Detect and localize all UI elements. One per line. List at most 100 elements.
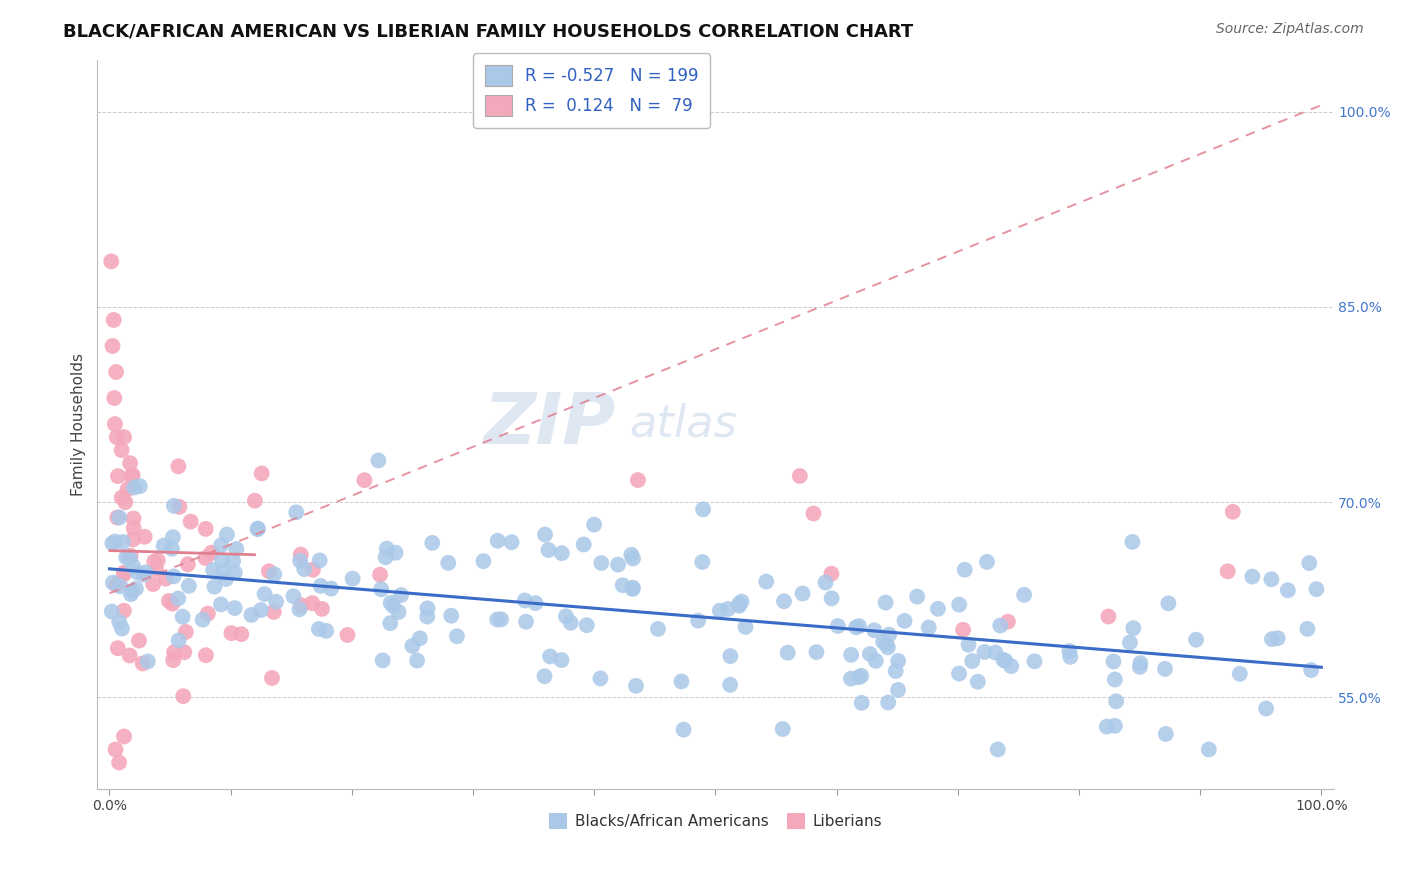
- Point: [120, 456, 142, 470]
- Point: [967, 674, 990, 689]
- Point: [957, 638, 980, 652]
- Point: [772, 722, 794, 736]
- Point: [120, 587, 142, 601]
- Point: [336, 628, 359, 642]
- Point: [110, 579, 132, 593]
- Point: [222, 554, 245, 568]
- Point: [538, 649, 561, 664]
- Point: [718, 649, 741, 664]
- Point: [121, 583, 143, 598]
- Point: [489, 612, 512, 626]
- Point: [200, 546, 222, 560]
- Point: [342, 572, 364, 586]
- Point: [709, 604, 731, 618]
- Point: [104, 742, 127, 756]
- Point: [105, 430, 128, 444]
- Point: [246, 522, 269, 536]
- Point: [486, 613, 509, 627]
- Point: [162, 597, 184, 611]
- Point: [550, 653, 572, 667]
- Point: [288, 602, 311, 616]
- Point: [524, 596, 547, 610]
- Point: [863, 624, 886, 638]
- Point: [225, 542, 247, 557]
- Point: [1000, 659, 1022, 673]
- Point: [120, 549, 142, 563]
- Point: [382, 599, 405, 613]
- Point: [122, 480, 145, 494]
- Point: [202, 563, 225, 577]
- Point: [370, 582, 392, 597]
- Point: [848, 670, 870, 684]
- Point: [728, 599, 751, 613]
- Point: [1222, 505, 1244, 519]
- Point: [988, 618, 1011, 632]
- Point: [263, 567, 285, 582]
- Point: [290, 599, 312, 613]
- Point: [718, 678, 741, 692]
- Point: [671, 674, 693, 689]
- Point: [315, 624, 337, 638]
- Point: [446, 629, 468, 643]
- Point: [177, 558, 200, 572]
- Point: [122, 533, 145, 547]
- Point: [157, 594, 180, 608]
- Point: [845, 620, 868, 634]
- Point: [111, 491, 134, 505]
- Point: [1277, 583, 1299, 598]
- Point: [368, 567, 391, 582]
- Point: [1157, 596, 1180, 610]
- Point: [627, 473, 650, 487]
- Point: [250, 467, 273, 481]
- Point: [572, 537, 595, 551]
- Point: [253, 587, 276, 601]
- Point: [243, 493, 266, 508]
- Point: [114, 495, 136, 509]
- Point: [384, 546, 406, 560]
- Point: [1119, 635, 1142, 649]
- Point: [1298, 556, 1320, 570]
- Point: [1102, 655, 1125, 669]
- Point: [167, 459, 190, 474]
- Point: [728, 597, 751, 611]
- Point: [108, 756, 131, 770]
- Point: [108, 615, 131, 629]
- Point: [865, 654, 887, 668]
- Point: [163, 499, 186, 513]
- Point: [212, 565, 235, 579]
- Point: [848, 619, 870, 633]
- Point: [997, 615, 1019, 629]
- Text: BLACK/AFRICAN AMERICAN VS LIBERIAN FAMILY HOUSEHOLDS CORRELATION CHART: BLACK/AFRICAN AMERICAN VS LIBERIAN FAMIL…: [63, 22, 914, 40]
- Point: [389, 588, 412, 602]
- Point: [948, 598, 970, 612]
- Text: ZIP: ZIP: [484, 390, 617, 458]
- Point: [877, 627, 900, 641]
- Point: [194, 648, 217, 663]
- Point: [167, 633, 190, 648]
- Point: [624, 679, 647, 693]
- Point: [134, 530, 156, 544]
- Point: [575, 618, 598, 632]
- Point: [612, 578, 634, 592]
- Point: [172, 609, 194, 624]
- Point: [155, 572, 177, 586]
- Point: [1105, 694, 1128, 708]
- Point: [993, 653, 1015, 667]
- Point: [876, 640, 898, 655]
- Point: [887, 654, 910, 668]
- Point: [607, 558, 630, 572]
- Point: [776, 646, 799, 660]
- Point: [112, 567, 135, 582]
- Point: [263, 605, 285, 619]
- Point: [152, 539, 174, 553]
- Point: [105, 510, 128, 524]
- Point: [110, 443, 132, 458]
- Point: [215, 527, 238, 541]
- Point: [112, 604, 135, 618]
- Point: [472, 554, 495, 568]
- Point: [285, 505, 308, 519]
- Point: [224, 566, 246, 580]
- Point: [1154, 662, 1177, 676]
- Point: [100, 605, 122, 619]
- Point: [211, 553, 233, 567]
